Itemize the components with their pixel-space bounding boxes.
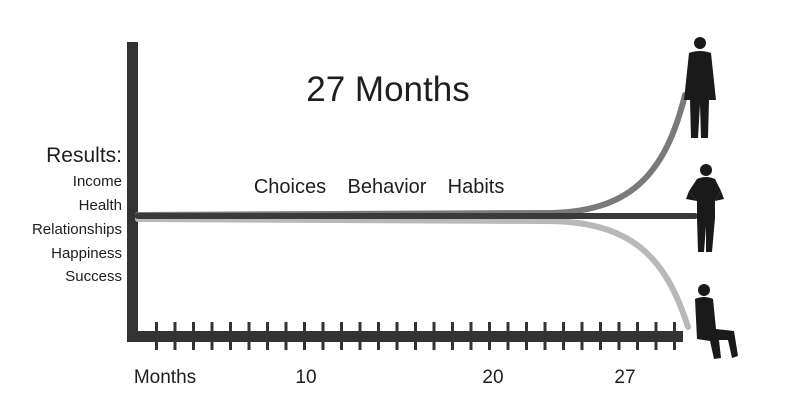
x-axis-tick <box>155 322 158 350</box>
x-axis-tick <box>284 322 288 350</box>
x-axis-label: Months <box>134 367 196 388</box>
x-axis-tick <box>340 322 343 350</box>
x-axis-tick <box>654 322 658 350</box>
x-axis-tick <box>451 322 454 350</box>
timeline-words: Choices Behavior Habits <box>254 176 504 198</box>
results-item-success: Success <box>65 268 122 285</box>
x-axis-tick <box>617 322 621 350</box>
x-axis-tick <box>210 322 214 350</box>
x-axis-labels: Months 10 20 27 <box>134 367 636 388</box>
results-heading: Results: <box>46 144 122 167</box>
upward-path <box>135 92 688 218</box>
x-axis-tick <box>506 322 510 350</box>
x-axis-line <box>127 331 683 342</box>
word-behavior: Behavior <box>348 176 427 198</box>
x-axis-tick <box>377 322 380 350</box>
x-axis-tick <box>599 322 602 350</box>
tick-label-27: 27 <box>614 367 635 388</box>
x-axis-tick <box>562 322 565 350</box>
x-axis-tick <box>580 322 584 350</box>
results-item-income: Income <box>73 173 122 190</box>
x-axis-tick <box>247 322 251 350</box>
x-axis-tick <box>321 322 325 350</box>
sitting-man-icon <box>695 284 738 359</box>
x-axis-tick <box>358 322 362 350</box>
downward-path <box>135 216 691 330</box>
axes <box>127 42 683 350</box>
results-item-relationships: Relationships <box>32 221 122 238</box>
hands-on-hips-man-icon <box>686 164 724 252</box>
results-item-health: Health <box>79 197 122 214</box>
y-axis-line <box>127 42 138 342</box>
tick-label-20: 20 <box>482 367 503 388</box>
x-axis-tick <box>395 322 399 350</box>
x-axis-tick <box>414 322 417 350</box>
x-axis-tick <box>543 322 547 350</box>
x-axis-tick <box>488 322 491 350</box>
results-list: Results: Income Health Relationships Hap… <box>32 144 122 285</box>
x-axis-tick <box>636 322 639 350</box>
x-axis-ticks <box>155 322 676 350</box>
x-axis-tick <box>266 322 269 350</box>
x-axis-tick <box>673 322 676 350</box>
x-axis-tick <box>229 322 232 350</box>
word-habits: Habits <box>448 176 505 198</box>
tick-label-10: 10 <box>295 367 316 388</box>
results-item-happiness: Happiness <box>51 245 122 262</box>
x-axis-tick <box>469 322 473 350</box>
x-axis-tick <box>303 322 306 350</box>
x-axis-tick <box>173 322 177 350</box>
trajectories <box>135 92 698 330</box>
x-axis-tick <box>432 322 436 350</box>
diagram-title: 27 Months <box>306 70 469 109</box>
standing-man-icon <box>684 37 716 138</box>
x-axis-tick <box>525 322 528 350</box>
word-choices: Choices <box>254 176 326 198</box>
x-axis-tick <box>192 322 195 350</box>
